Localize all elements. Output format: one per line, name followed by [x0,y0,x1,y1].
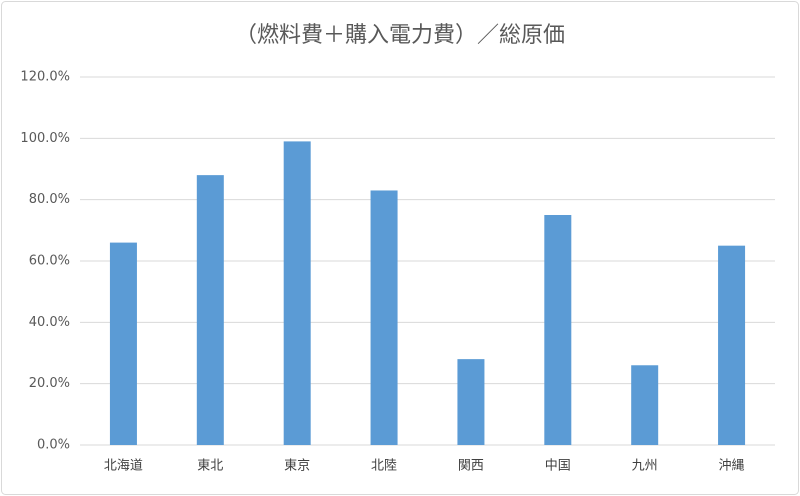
x-tick-label: 北海道 [104,459,143,474]
y-tick-label: 100.0% [20,131,70,146]
y-tick-label: 40.0% [29,315,70,330]
bar [370,190,398,445]
bar [196,175,224,445]
bar [631,365,659,445]
x-tick-label: 中国 [545,459,571,474]
x-tick-label: 関西 [458,459,484,474]
x-tick-label: 沖縄 [719,459,745,474]
x-tick-label: 九州 [632,459,658,474]
x-tick-label: 東北 [197,458,223,474]
bar [109,242,137,445]
x-tick-label: 東京 [284,458,310,474]
chart-title: （燃料費＋購入電力費）／総原価 [235,23,565,48]
y-tick-label: 120.0% [20,70,70,85]
y-tick-label: 60.0% [29,254,70,269]
bar [544,215,572,445]
y-tick-label: 20.0% [29,376,70,391]
bar [457,359,485,445]
bar [283,141,311,445]
y-tick-label: 0.0% [37,438,70,453]
bar [718,245,746,445]
y-tick-label: 80.0% [29,192,70,207]
x-tick-label: 北陸 [371,458,397,474]
